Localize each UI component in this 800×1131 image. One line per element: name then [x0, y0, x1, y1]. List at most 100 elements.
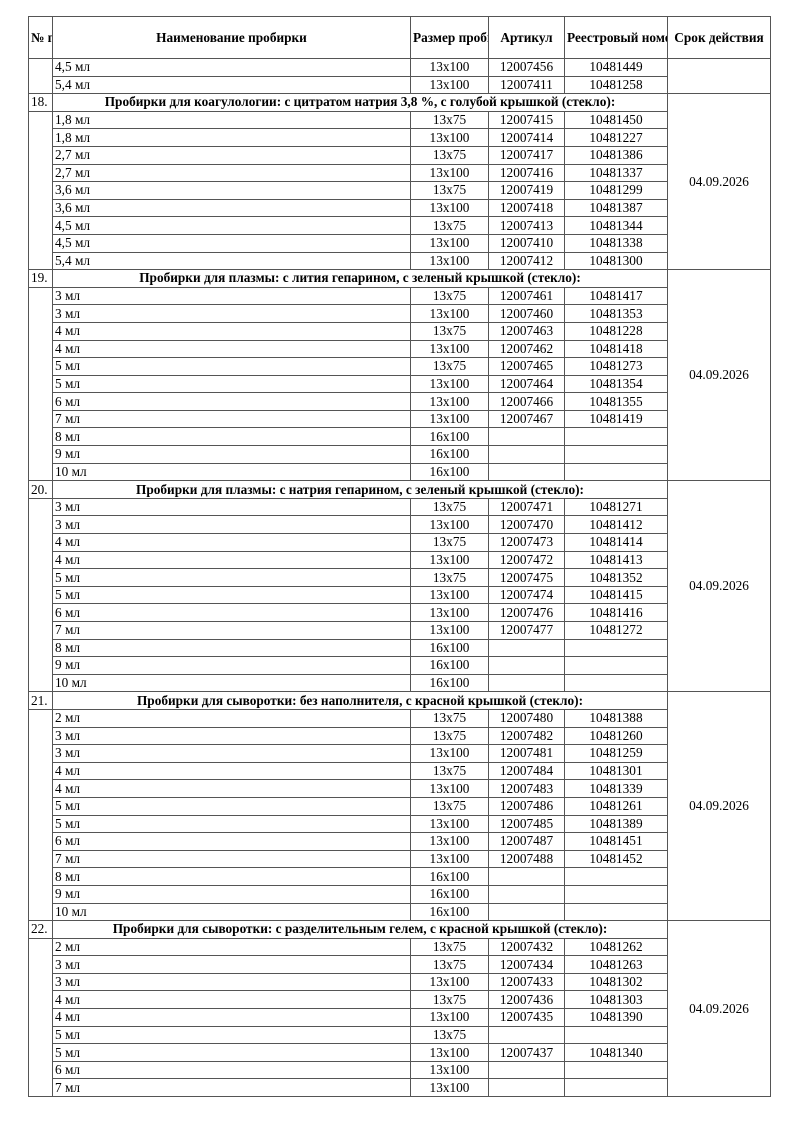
size-cell: 13x100 — [410, 585, 489, 605]
volume-cell: 10 мл — [52, 462, 411, 482]
size-cell: 13x100 — [410, 515, 489, 535]
size-cell: 13x100 — [410, 233, 489, 253]
expiry-date: 04.09.2026 — [667, 93, 771, 271]
size-cell: 13x100 — [410, 972, 489, 992]
table-row: 7 мл 13x100 12007467 10481419 — [29, 409, 771, 429]
article-cell: 12007484 — [488, 761, 565, 781]
registry-cell: 10481388 — [564, 708, 668, 728]
volume-cell: 5 мл — [52, 1025, 411, 1045]
size-cell: 13x100 — [410, 1043, 489, 1062]
registry-cell: 10481262 — [564, 937, 668, 957]
volume-cell: 4 мл — [52, 779, 411, 798]
volume-cell: 3 мл — [52, 726, 411, 746]
size-cell: 13x75 — [410, 761, 489, 781]
registry-cell: 10481261 — [564, 796, 668, 816]
registry-cell: 10481389 — [564, 814, 668, 834]
table-row: 4 мл 13x100 12007472 10481413 — [29, 550, 771, 570]
article-cell: 12007433 — [488, 972, 565, 992]
number-cell-empty — [28, 57, 53, 95]
article-cell: 12007474 — [488, 585, 565, 605]
size-cell: 16x100 — [410, 462, 489, 482]
volume-cell: 1,8 мл — [52, 128, 411, 147]
article-cell: 12007475 — [488, 568, 565, 587]
registry-cell: 10481259 — [564, 744, 668, 763]
table-header-row: № п/п Наименование пробирки Размер проби… — [28, 16, 771, 59]
registry-cell: 10481260 — [564, 726, 668, 746]
table-row: 8 мл 16x100 — [29, 867, 771, 886]
registry-cell: 10481300 — [564, 251, 668, 271]
article-cell: 12007477 — [488, 621, 565, 640]
registry-cell: 10481258 — [564, 75, 668, 95]
table-row: 3 мл 13x100 12007470 10481412 — [29, 515, 771, 535]
article-cell: 12007411 — [488, 75, 565, 95]
article-cell: 12007486 — [488, 796, 565, 816]
expiry-date — [667, 57, 771, 95]
size-cell: 13x100 — [410, 128, 489, 147]
section-title-row: 20. Пробирки для плазмы: с натрия гепарин… — [28, 480, 771, 693]
article-cell: 12007462 — [488, 339, 565, 359]
registry-cell: 10481390 — [564, 1008, 668, 1027]
volume-cell: 5 мл — [52, 374, 411, 394]
registry-cell: 10481272 — [564, 621, 668, 640]
article-cell: 12007461 — [488, 286, 565, 306]
size-cell: 13x100 — [410, 58, 489, 77]
volume-cell: 6 мл — [52, 1060, 411, 1080]
article-cell — [488, 427, 565, 447]
size-cell: 13x75 — [410, 937, 489, 957]
registry-cell: 10481387 — [564, 198, 668, 218]
size-cell: 16x100 — [410, 884, 489, 904]
article-cell — [488, 1078, 565, 1098]
size-cell: 13x75 — [410, 145, 489, 165]
volume-cell: 9 мл — [52, 445, 411, 464]
registry-cell — [564, 884, 668, 904]
section-title: Пробирки для коагулологии: с цитратом на… — [52, 93, 668, 112]
size-cell: 13x75 — [410, 286, 489, 306]
table-row: 5 мл 13x75 — [29, 1025, 771, 1045]
registry-cell: 10481302 — [564, 972, 668, 992]
expiry-date: 04.09.2026 — [667, 269, 771, 482]
article-cell — [488, 673, 565, 693]
size-cell: 13x100 — [410, 75, 489, 95]
size-cell: 13x100 — [410, 621, 489, 640]
volume-cell: 2 мл — [52, 937, 411, 957]
registry-cell — [564, 462, 668, 482]
volume-cell: 4 мл — [52, 339, 411, 359]
registry-cell — [564, 1060, 668, 1080]
volume-cell: 5,4 мл — [52, 75, 411, 95]
table-row: 2,7 мл 13x75 12007417 10481386 — [29, 145, 771, 165]
registry-cell: 10481353 — [564, 304, 668, 323]
table-row: 5 мл 13x100 12007437 10481340 — [29, 1043, 771, 1062]
volume-cell: 3 мл — [52, 972, 411, 992]
registry-cell: 10481386 — [564, 145, 668, 165]
registry-cell: 10481419 — [564, 409, 668, 429]
size-cell: 13x75 — [410, 796, 489, 816]
article-cell: 12007463 — [488, 321, 565, 341]
registry-cell: 10481299 — [564, 181, 668, 200]
volume-cell: 2,7 мл — [52, 145, 411, 165]
size-cell: 13x75 — [410, 990, 489, 1010]
size-cell: 16x100 — [410, 445, 489, 464]
registry-cell: 10481303 — [564, 990, 668, 1010]
registry-cell: 10481339 — [564, 779, 668, 798]
registry-cell: 10481337 — [564, 163, 668, 183]
volume-cell: 2,7 мл — [52, 163, 411, 183]
size-cell: 16x100 — [410, 867, 489, 886]
size-cell: 13x100 — [410, 163, 489, 183]
table-row: 5,4 мл 13x100 12007412 10481300 — [29, 251, 771, 271]
table-row: 10 мл 16x100 — [29, 902, 771, 922]
size-cell: 13x100 — [410, 832, 489, 851]
volume-cell: 4,5 мл — [52, 216, 411, 235]
article-cell: 12007473 — [488, 533, 565, 552]
table-row: 1,8 мл 13x75 12007415 10481450 — [28, 110, 771, 271]
article-cell: 12007456 — [488, 58, 565, 77]
section-number: 18. — [28, 93, 53, 112]
section-title-row: 19. Пробирки для плазмы: с лития гепарино… — [28, 269, 771, 482]
volume-cell: 4 мл — [52, 321, 411, 341]
table-row: 3 мл 13x75 12007482 10481260 — [29, 726, 771, 746]
table-row: 10 мл 16x100 — [29, 673, 771, 693]
article-cell: 12007413 — [488, 216, 565, 235]
article-cell: 12007436 — [488, 990, 565, 1010]
size-cell: 13x75 — [410, 357, 489, 376]
article-cell: 12007460 — [488, 304, 565, 323]
article-cell: 12007437 — [488, 1043, 565, 1062]
